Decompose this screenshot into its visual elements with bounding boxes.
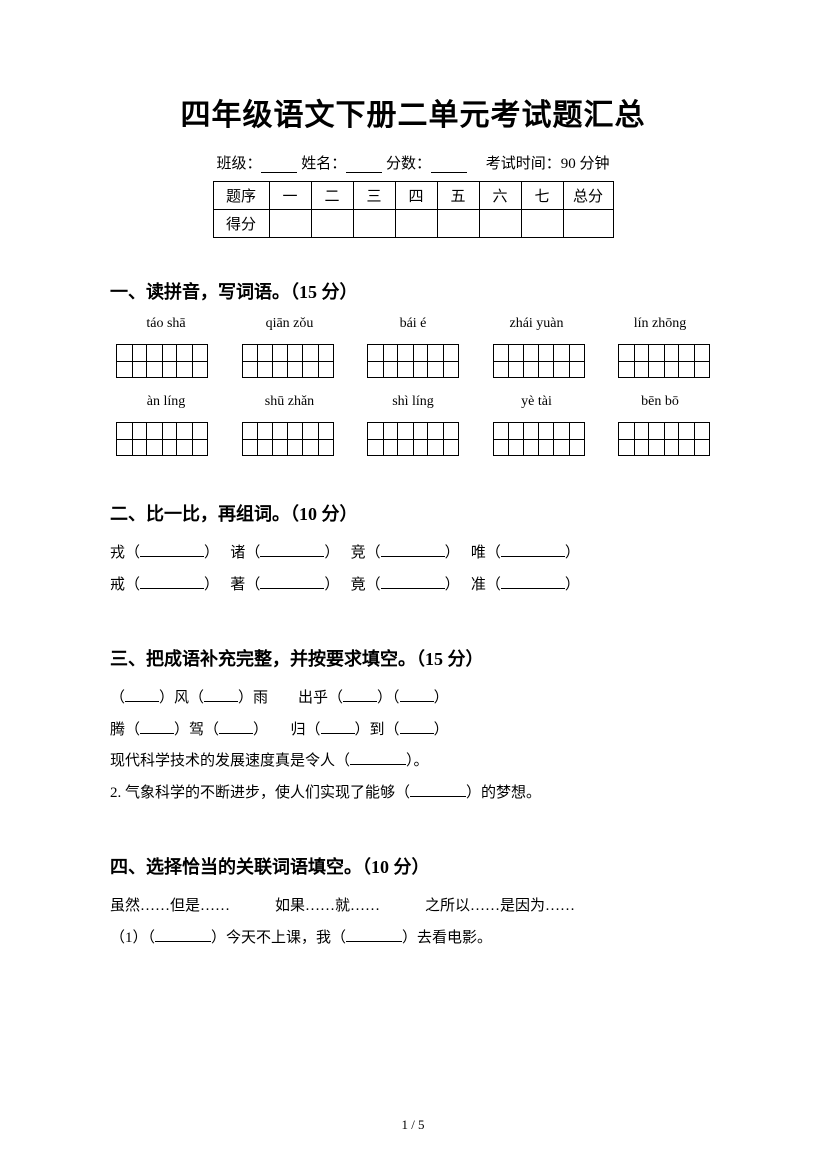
pinyin-label: shì líng [363,394,463,410]
blank[interactable] [140,575,204,589]
char-box[interactable] [116,344,208,378]
score-cell[interactable] [353,210,395,238]
pinyin-label: bēn bō [610,394,710,410]
pinyin-row-2: àn líng shū zhǎn shì líng yè tài bēn bō [110,394,716,416]
char-boxes-row-1 [110,344,716,378]
score-col: 七 [521,182,563,210]
section-4-title: 四、选择恰当的关联词语填空。（10 分） [110,853,716,879]
blank[interactable] [204,688,238,702]
name-blank[interactable] [346,158,382,173]
pinyin-label: bái é [363,316,463,332]
conjunction-q1: （1）（）今天不上课，我（）去看电影。 [110,923,716,955]
section-1-title: 一、读拼音，写词语。（15 分） [110,278,716,304]
char-box[interactable] [493,422,585,456]
score-col: 五 [437,182,479,210]
blank[interactable] [219,720,253,734]
pinyin-label: táo shā [116,316,216,332]
char-box[interactable] [493,344,585,378]
section-2-title: 二、比一比，再组词。（10 分） [110,500,716,526]
conjunction-options: 虽然……但是…… 如果……就…… 之所以……是因为…… [110,891,716,923]
char-box[interactable] [367,422,459,456]
pinyin-label: shū zhǎn [240,394,340,410]
blank[interactable] [400,688,434,702]
pinyin-label: qiān zǒu [240,316,340,332]
score-col: 一 [269,182,311,210]
page-title: 四年级语文下册二单元考试题汇总 [110,90,716,134]
idiom-line-1: （）风（）雨 出乎（）（） [110,683,716,715]
compare-line-2: 戒（） 著（） 竟（） 准（） [110,570,716,602]
pinyin-row-1: táo shā qiān zǒu bái é zhái yuàn lín zhō… [110,316,716,338]
blank[interactable] [350,751,406,765]
score-col: 二 [311,182,353,210]
blank[interactable] [381,575,445,589]
char-box[interactable] [367,344,459,378]
blank[interactable] [321,720,355,734]
section-3-title: 三、把成语补充完整，并按要求填空。（15 分） [110,645,716,671]
score-label: 分数： [386,156,431,172]
blank[interactable] [346,928,402,942]
exam-info-line: 班级： 姓名： 分数： 考试时间：90 分钟 [110,152,716,173]
name-label: 姓名： [301,156,346,172]
class-blank[interactable] [261,158,297,173]
page-number: 1 / 5 [0,1117,826,1133]
score-col-total: 总分 [563,182,613,210]
pinyin-label: lín zhōng [610,316,710,332]
char-box[interactable] [618,422,710,456]
idiom-line-2: 腾（）驾（） 归（）到（） [110,715,716,747]
blank[interactable] [155,928,211,942]
score-cell[interactable] [311,210,353,238]
pinyin-label: àn líng [116,394,216,410]
blank[interactable] [400,720,434,734]
score-row-label: 得分 [213,210,269,238]
score-cell[interactable] [521,210,563,238]
blank[interactable] [381,543,445,557]
blank[interactable] [410,783,466,797]
class-label: 班级： [216,156,261,172]
score-col: 四 [395,182,437,210]
score-col: 三 [353,182,395,210]
pinyin-label: zhái yuàn [487,316,587,332]
score-cell[interactable] [479,210,521,238]
char-boxes-row-2 [110,422,716,456]
char-box[interactable] [242,422,334,456]
score-cell[interactable] [395,210,437,238]
char-box[interactable] [618,344,710,378]
blank[interactable] [140,720,174,734]
score-cell[interactable] [563,210,613,238]
score-table: 题序 一 二 三 四 五 六 七 总分 得分 [213,181,614,238]
score-cell[interactable] [269,210,311,238]
blank[interactable] [260,543,324,557]
char-box[interactable] [242,344,334,378]
time-label: 考试时间：90 分钟 [486,156,610,172]
blank[interactable] [501,575,565,589]
blank[interactable] [125,688,159,702]
score-col: 六 [479,182,521,210]
idiom-line-3: 现代科学技术的发展速度真是令人（）。 [110,746,716,778]
score-cell[interactable] [437,210,479,238]
blank[interactable] [501,543,565,557]
blank[interactable] [140,543,204,557]
pinyin-label: yè tài [487,394,587,410]
compare-line-1: 戎（） 诸（） 竞（） 唯（） [110,538,716,570]
char-box[interactable] [116,422,208,456]
score-blank[interactable] [431,158,467,173]
blank[interactable] [260,575,324,589]
score-row-header: 题序 [213,182,269,210]
blank[interactable] [343,688,377,702]
idiom-line-4: 2. 气象科学的不断进步，使人们实现了能够（）的梦想。 [110,778,716,810]
